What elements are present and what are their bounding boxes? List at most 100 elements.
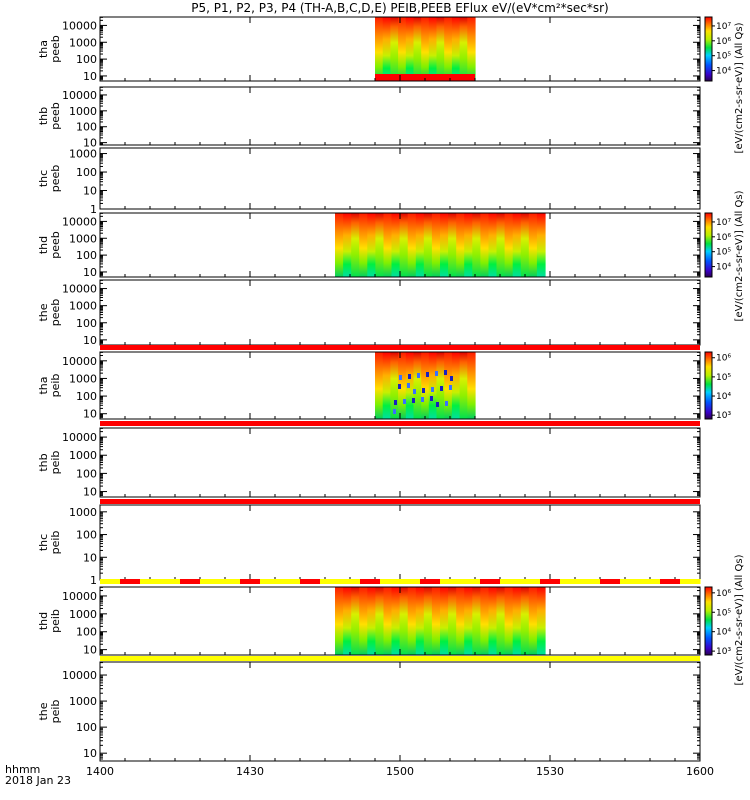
panel-thb-peib: 10 100 1000 10000 thb peib bbox=[37, 427, 701, 499]
panel-frame bbox=[99, 279, 701, 346]
noise-cell bbox=[440, 386, 443, 391]
noise-cell bbox=[421, 397, 424, 402]
y-tick-label: 1000 bbox=[69, 300, 97, 313]
spectrogram-stripe bbox=[467, 352, 476, 419]
spectrogram-stripe bbox=[459, 17, 468, 81]
spectrogram-stripe bbox=[496, 213, 506, 277]
noise-cell bbox=[408, 374, 411, 379]
spectrogram-stripe bbox=[428, 352, 438, 419]
spectrogram-stripe bbox=[335, 213, 344, 277]
spectrogram-stripe bbox=[456, 587, 465, 655]
spectrogram-stripe bbox=[459, 352, 468, 419]
y-tick-label: 10000 bbox=[62, 590, 97, 603]
spectrogram-stripe bbox=[375, 352, 384, 419]
y-label-probe: thb bbox=[37, 453, 50, 471]
colorbar-tick-label: 10⁵ bbox=[716, 373, 731, 383]
y-label-probe: thc bbox=[37, 534, 50, 551]
noise-cell bbox=[435, 371, 438, 376]
flag-bar-segment bbox=[620, 579, 641, 584]
spectrogram-stripe bbox=[398, 352, 407, 419]
spectrogram-stripe bbox=[367, 213, 376, 277]
spectrogram-stripe bbox=[343, 213, 352, 277]
y-tick-label: 10 bbox=[83, 551, 97, 564]
panel-frame bbox=[99, 427, 701, 498]
noise-cell bbox=[412, 398, 415, 403]
spectrogram-stripe bbox=[399, 587, 409, 655]
colorbar-tick-label: 10⁶ bbox=[716, 589, 731, 599]
spectrogram-stripe bbox=[451, 17, 461, 81]
y-tick-label: 100 bbox=[76, 249, 97, 262]
noise-cell bbox=[413, 389, 416, 394]
y-label-species: peib bbox=[49, 451, 62, 475]
x-axis-label-hhmm: hhmm bbox=[5, 763, 40, 776]
colorbar-tha-peib: 10³ 10⁴ 10⁵ 10⁶ bbox=[704, 351, 731, 421]
noise-cell bbox=[394, 400, 397, 405]
panel-thc-peib: 1 10 100 1000 thc peib bbox=[37, 504, 701, 587]
spectrogram-stripe bbox=[423, 587, 433, 655]
panel-thb-peeb: 10 100 1000 10000 thb peeb bbox=[37, 86, 701, 150]
spectrogram-stripe bbox=[467, 17, 476, 81]
spectrogram-stripe bbox=[382, 17, 391, 81]
colorbar-label-middle: [eV/(cm2-s-sr-eV)] (All Qs) bbox=[734, 190, 745, 321]
panel-tha-peib: 10 100 1000 10000 tha peib bbox=[37, 351, 701, 421]
spectrogram-stripe bbox=[351, 587, 360, 655]
colorbar-tick-label: 10³ bbox=[716, 411, 731, 421]
y-label-probe: tha bbox=[37, 40, 50, 58]
x-tick-label: 1430 bbox=[236, 765, 264, 778]
y-label-probe: the bbox=[37, 303, 50, 321]
flag-bar-segment bbox=[320, 579, 341, 584]
flag-bar-segment bbox=[400, 579, 421, 584]
spectrogram-stripe bbox=[444, 17, 453, 81]
chart-title: P5, P1, P2, P3, P4 (TH-A,B,C,D,E) PEIB,P… bbox=[191, 1, 608, 15]
flag-bar-segment bbox=[280, 579, 301, 584]
spectrogram-stripe bbox=[488, 587, 498, 655]
colorbar-scale bbox=[704, 586, 713, 656]
spectrogram-stripe bbox=[448, 213, 457, 277]
y-tick-label: 10 bbox=[83, 644, 97, 657]
y-label-species: peib bbox=[49, 609, 62, 633]
y-tick-label: 100 bbox=[76, 166, 97, 179]
flag-bar-segment bbox=[640, 579, 661, 584]
spectrogram-stripe bbox=[431, 213, 441, 277]
noise-cell bbox=[426, 372, 429, 377]
flag-bar-segment bbox=[680, 579, 701, 584]
y-label-species: peib bbox=[49, 374, 62, 398]
y-tick-label: 10 bbox=[83, 137, 97, 150]
y-tick-label: 1000 bbox=[69, 372, 97, 385]
y-label-probe: thd bbox=[37, 236, 50, 254]
spectrogram-stripe bbox=[451, 352, 461, 419]
flag-bar-segment bbox=[300, 579, 321, 584]
spectrogram-stripe bbox=[440, 213, 449, 277]
flag-bar-segment bbox=[120, 579, 141, 584]
colorbar-tick-label: 10⁷ bbox=[716, 218, 731, 228]
spectrogram-stripe bbox=[367, 587, 376, 655]
y-tick-label: 10000 bbox=[62, 19, 97, 32]
colorbar-thd-peeb: 10⁴ 10⁵ 10⁶ 10⁷ bbox=[704, 212, 731, 278]
spectrogram-stripe bbox=[464, 213, 473, 277]
spectrogram-stripe bbox=[440, 587, 449, 655]
spectrogram-stripe bbox=[512, 213, 522, 277]
colorbar-label-top: [eV/(cm2-s-sr-eV)] (All Qs) bbox=[734, 22, 745, 153]
flag-bar bbox=[100, 421, 700, 426]
spectrogram-stripe bbox=[390, 17, 399, 81]
y-tick-label: 10000 bbox=[62, 355, 97, 368]
flag-bar bbox=[100, 345, 700, 350]
flag-bar-segment bbox=[260, 579, 281, 584]
y-label-species: peeb bbox=[49, 231, 62, 259]
y-tick-label: 10 bbox=[83, 747, 97, 760]
panel-frame bbox=[99, 661, 701, 762]
noise-cell bbox=[398, 384, 401, 389]
y-tick-label: 100 bbox=[76, 53, 97, 66]
spectrogram-stripe bbox=[359, 213, 368, 277]
spectrogram-stripe bbox=[413, 352, 422, 419]
spectrogram-stripe bbox=[421, 17, 430, 81]
y-tick-label: 1000 bbox=[69, 232, 97, 245]
noise-cell bbox=[445, 401, 448, 406]
spectrogram-stripe bbox=[504, 213, 514, 277]
colorbar-tick-label: 10⁴ bbox=[716, 392, 731, 402]
y-label-species: peeb bbox=[49, 165, 62, 193]
panel-frame bbox=[99, 86, 701, 146]
colorbar-scale bbox=[704, 351, 713, 420]
colorbar-tick-label: 10⁷ bbox=[716, 22, 731, 32]
